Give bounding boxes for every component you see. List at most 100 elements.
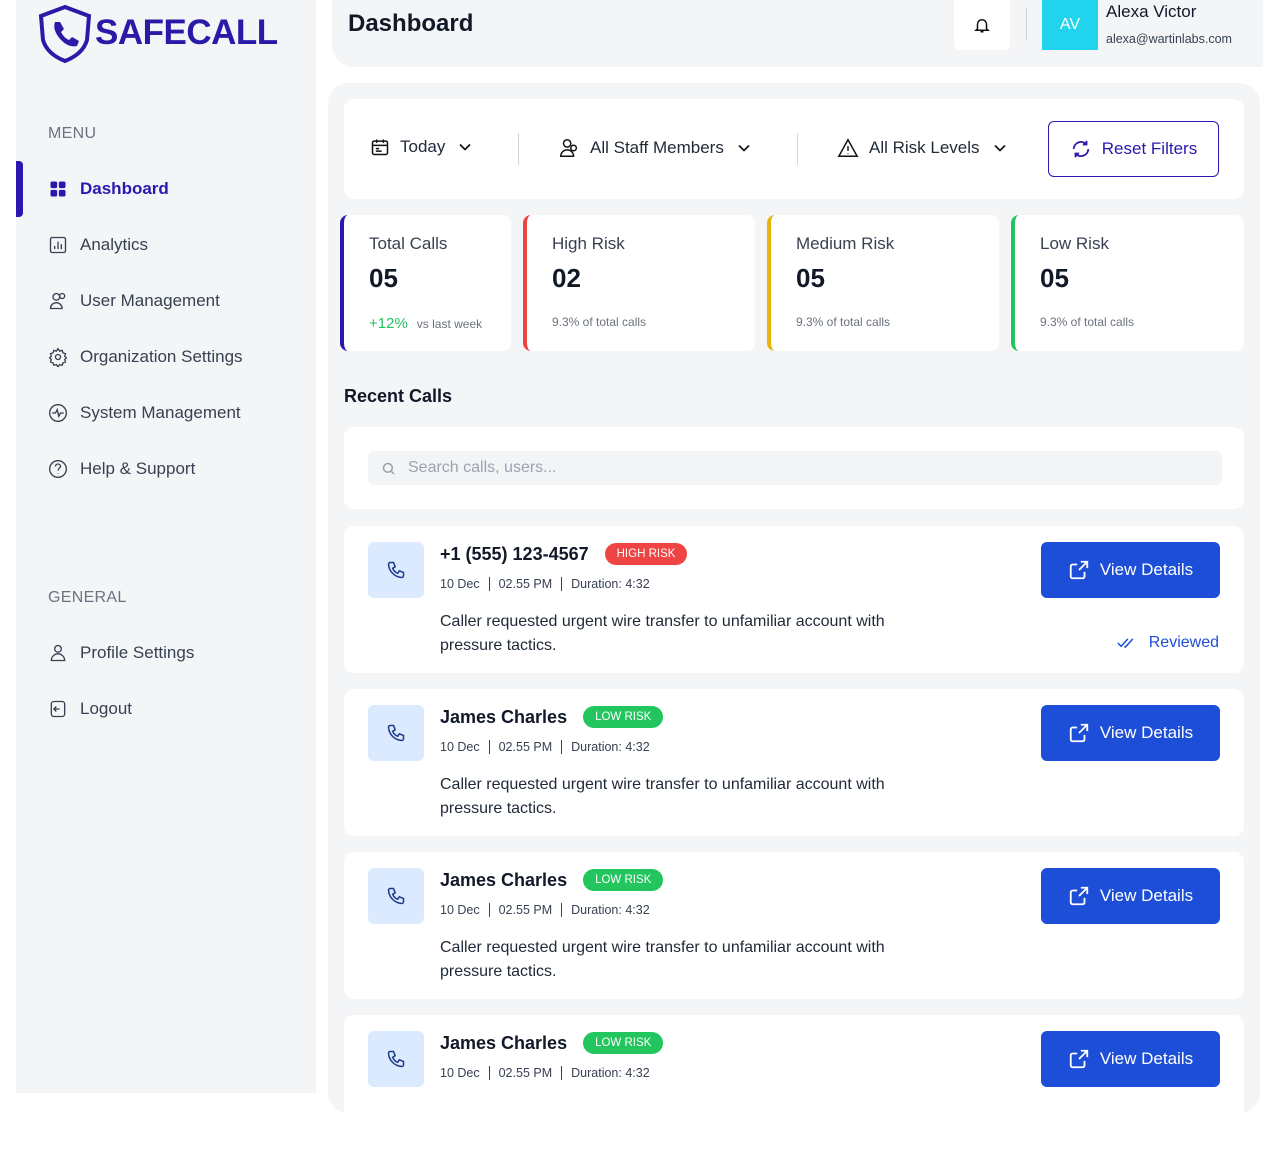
call-date: 10 Dec xyxy=(440,1066,480,1080)
divider xyxy=(518,133,519,165)
call-heading: James Charles LOW RISK xyxy=(440,706,664,728)
call-time: 02.55 PM xyxy=(498,1066,553,1080)
avatar[interactable]: AV xyxy=(1042,0,1098,50)
caller: James Charles xyxy=(440,1032,568,1053)
header: Dashboard AV Alexa Victor alexa@wartinla… xyxy=(332,0,1263,67)
menu-item[interactable]: Profile Settings xyxy=(48,641,194,665)
menu-item-text: Help & Support xyxy=(80,459,196,478)
call-description: Caller requested urgent wire transfer to… xyxy=(440,776,885,817)
stat-value: 05 xyxy=(369,263,398,293)
menu-item[interactable]: Help & Support xyxy=(48,457,195,481)
view-details-text: View Details xyxy=(1099,723,1194,742)
caller: James Charles xyxy=(440,706,568,727)
call-icon xyxy=(368,868,424,924)
call-duration: Duration: 4:32 xyxy=(571,1066,650,1080)
user-name: Alexa Victor xyxy=(1106,2,1197,21)
menu-item-text: System Management xyxy=(80,403,241,422)
menu-label: MENU xyxy=(48,125,97,142)
review-status: Reviewed xyxy=(1117,634,1219,652)
view-details-button[interactable]: View Details xyxy=(1041,868,1220,924)
view-details-text: View Details xyxy=(1099,886,1194,905)
call-card: James Charles LOW RISK 10 Dec 02.55 PM Dura… xyxy=(344,1015,1244,1162)
caller: James Charles xyxy=(440,869,568,890)
stat-note: vs last week xyxy=(416,317,483,331)
root: SAFECALL MENU Dashboard Analytics User Man… xyxy=(16,0,1263,1113)
menu-item-text: Organization Settings xyxy=(80,347,243,366)
call-meta: 10 Dec 02.55 PM Duration: 4:32 xyxy=(440,903,650,917)
risk-filter[interactable]: All Risk Levels xyxy=(837,137,1010,159)
menu-item[interactable]: Analytics xyxy=(48,233,148,257)
call-icon xyxy=(368,542,424,598)
risk-badge: LOW RISK xyxy=(583,1032,664,1054)
filter-bar: Today All Staff Members All Risk Levels … xyxy=(344,99,1244,199)
menu-item[interactable]: Organization Settings xyxy=(48,345,243,369)
call-icon xyxy=(368,1031,424,1087)
stat-value: 05 xyxy=(796,263,825,293)
menu-item[interactable]: User Management xyxy=(48,289,220,313)
logo-icon xyxy=(38,4,92,64)
search-input[interactable]: Search calls, users... xyxy=(368,451,1222,485)
view-details-button[interactable]: View Details xyxy=(1041,1031,1220,1087)
view-details-button[interactable]: View Details xyxy=(1041,705,1220,761)
view-details-button[interactable]: View Details xyxy=(1041,542,1220,598)
staff-filter[interactable]: All Staff Members xyxy=(558,137,754,159)
search-card: Search calls, users... xyxy=(344,427,1244,509)
page-title: Dashboard xyxy=(348,10,474,37)
call-icon xyxy=(368,705,424,761)
staff-filter-text: All Staff Members xyxy=(590,138,724,157)
menu-item-text: User Management xyxy=(80,291,220,310)
general-label: GENERAL xyxy=(48,589,127,606)
stat-change: +12% xyxy=(369,315,408,332)
stat-card: High Risk 02 9.3% of total calls xyxy=(523,215,755,351)
call-card: James Charles LOW RISK 10 Dec 02.55 PM Dura… xyxy=(344,689,1244,836)
notification-button[interactable] xyxy=(954,0,1010,50)
risk-badge: LOW RISK xyxy=(583,869,664,891)
menu-item[interactable]: Logout xyxy=(48,697,132,721)
stat-label: Total Calls xyxy=(369,234,448,253)
stat-note: 9.3% of total calls xyxy=(1040,315,1135,329)
call-meta: 10 Dec 02.55 PM Duration: 4:32 xyxy=(440,1066,650,1080)
divider xyxy=(1026,8,1027,40)
user-email: alexa@wartinlabs.com xyxy=(1106,32,1232,46)
stat-label: Low Risk xyxy=(1040,234,1109,253)
call-heading: James Charles LOW RISK xyxy=(440,869,664,891)
sidebar: SAFECALL MENU Dashboard Analytics User Man… xyxy=(16,0,316,1093)
date-filter[interactable]: Today xyxy=(370,137,475,157)
stat-card: Medium Risk 05 9.3% of total calls xyxy=(767,215,999,351)
active-indicator xyxy=(16,161,23,217)
view-details-text: View Details xyxy=(1099,1049,1194,1068)
call-heading: +1 (555) 123-4567 HIGH RISK xyxy=(440,543,688,565)
date-filter-text: Today xyxy=(400,137,446,156)
stat-card: Low Risk 05 9.3% of total calls xyxy=(1011,215,1244,351)
call-heading: James Charles LOW RISK xyxy=(440,1032,664,1054)
call-duration: Duration: 4:32 xyxy=(571,903,650,917)
risk-badge: HIGH RISK xyxy=(604,543,688,565)
stat-note: 9.3% of total calls xyxy=(796,315,891,329)
call-duration: Duration: 4:32 xyxy=(571,740,650,754)
call-meta: 10 Dec 02.55 PM Duration: 4:32 xyxy=(440,577,650,591)
call-date: 10 Dec xyxy=(440,903,480,917)
logo-text: SAFECALL xyxy=(95,13,278,52)
view-details-text: View Details xyxy=(1099,560,1194,579)
reset-filters-button[interactable]: Reset Filters xyxy=(1048,121,1219,177)
search-placeholder: Search calls, users... xyxy=(408,459,557,476)
call-time: 02.55 PM xyxy=(498,577,553,591)
reset-filters-text: Reset Filters xyxy=(1101,139,1198,158)
menu-item-text: Logout xyxy=(80,699,132,718)
caller: +1 (555) 123-4567 xyxy=(440,543,589,564)
call-description: Caller requested urgent wire transfer to… xyxy=(440,939,885,980)
section-title: Recent Calls xyxy=(344,386,453,406)
menu-item-text: Dashboard xyxy=(80,179,169,198)
call-card: +1 (555) 123-4567 HIGH RISK 10 Dec 02.55 P… xyxy=(344,526,1244,673)
call-time: 02.55 PM xyxy=(498,740,553,754)
call-description: Caller requested urgent wire transfer to… xyxy=(440,613,885,654)
stat-card: Total Calls 05 +12% vs last week xyxy=(340,215,511,351)
review-status-text: Reviewed xyxy=(1148,634,1219,651)
stat-value: 02 xyxy=(552,263,581,293)
stat-value: 05 xyxy=(1040,263,1069,293)
menu-item[interactable]: Dashboard xyxy=(48,177,169,201)
menu-item[interactable]: System Management xyxy=(48,401,241,425)
stat-label: Medium Risk xyxy=(796,234,895,253)
call-time: 02.55 PM xyxy=(498,903,553,917)
call-meta: 10 Dec 02.55 PM Duration: 4:32 xyxy=(440,740,650,754)
